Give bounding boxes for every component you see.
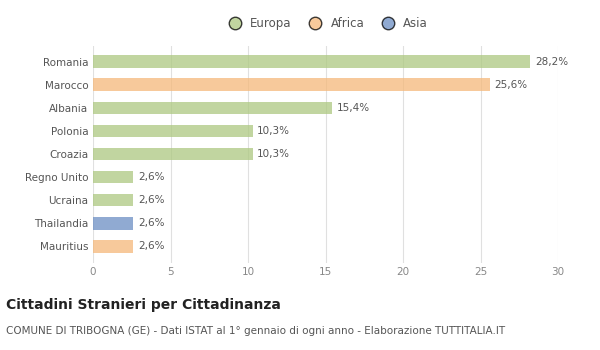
- Bar: [93, 125, 253, 137]
- Text: Cittadini Stranieri per Cittadinanza: Cittadini Stranieri per Cittadinanza: [6, 298, 281, 312]
- Text: 10,3%: 10,3%: [257, 126, 290, 136]
- Bar: [93, 217, 133, 230]
- Bar: [93, 194, 133, 206]
- Text: 2,6%: 2,6%: [138, 195, 164, 205]
- Text: 2,6%: 2,6%: [138, 218, 164, 228]
- Text: 28,2%: 28,2%: [535, 57, 568, 67]
- Bar: [93, 240, 133, 253]
- Text: COMUNE DI TRIBOGNA (GE) - Dati ISTAT al 1° gennaio di ogni anno - Elaborazione T: COMUNE DI TRIBOGNA (GE) - Dati ISTAT al …: [6, 326, 505, 336]
- Text: 10,3%: 10,3%: [257, 149, 290, 159]
- Bar: [93, 171, 133, 183]
- Bar: [93, 78, 490, 91]
- Legend: Europa, Africa, Asia: Europa, Africa, Asia: [218, 12, 433, 35]
- Text: 2,6%: 2,6%: [138, 241, 164, 251]
- Bar: [93, 148, 253, 160]
- Text: 15,4%: 15,4%: [337, 103, 370, 113]
- Text: 2,6%: 2,6%: [138, 172, 164, 182]
- Bar: [93, 55, 530, 68]
- Bar: [93, 102, 332, 114]
- Text: 25,6%: 25,6%: [494, 80, 527, 90]
